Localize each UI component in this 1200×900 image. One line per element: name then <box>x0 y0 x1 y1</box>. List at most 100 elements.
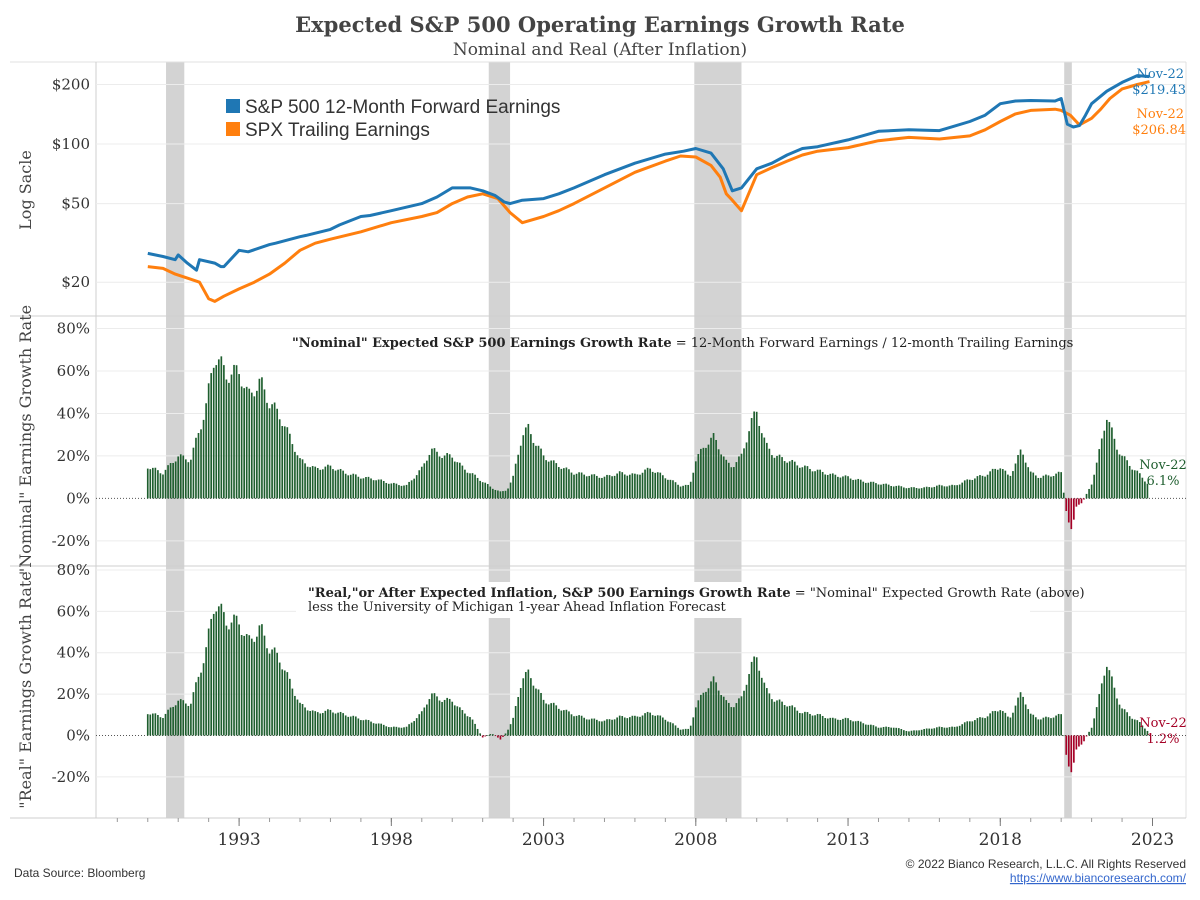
real-gridlines <box>96 569 1186 778</box>
nominal-bar <box>613 475 616 499</box>
earnings-lines <box>147 74 1150 303</box>
nominal-bar <box>190 459 192 499</box>
real-bar <box>783 705 786 736</box>
nominal-bar <box>679 486 682 499</box>
nominal-bar <box>301 459 304 499</box>
x-tick-label: 1993 <box>217 830 260 850</box>
nominal-bar <box>656 472 659 499</box>
nominal-bar <box>1098 449 1101 499</box>
real-bar <box>849 720 852 736</box>
real-bar <box>1103 675 1106 736</box>
real-bar <box>1088 731 1090 736</box>
real-bar <box>925 728 928 736</box>
earnings-y-tick-label: $50 <box>61 195 90 213</box>
nominal-bar <box>692 472 695 499</box>
nominal-bar <box>1133 470 1136 499</box>
nominal-bar <box>261 377 263 499</box>
nominal-bar <box>306 466 309 499</box>
nominal-bar <box>575 473 578 499</box>
chart-subtitle: Nominal and Real (After Inflation) <box>453 40 747 60</box>
real-bar <box>387 727 390 736</box>
nominal-bar <box>684 484 687 499</box>
nominal-bar <box>745 442 748 499</box>
nominal-bar <box>210 373 213 499</box>
nominal-bar <box>867 482 870 499</box>
real-bar <box>187 705 190 736</box>
nominal-bar <box>327 464 329 499</box>
nominal-bar <box>1100 438 1103 499</box>
real-bar <box>195 682 197 736</box>
nominal-bar <box>1042 475 1045 499</box>
nominal-bar <box>1014 463 1017 499</box>
real-bar <box>474 723 476 736</box>
nominal-bar <box>951 484 953 499</box>
real-bar <box>664 719 667 736</box>
nominal-bar <box>999 468 1002 499</box>
nominal-bar <box>479 480 481 499</box>
real-bar <box>773 701 776 736</box>
nominal-bar <box>900 486 903 499</box>
nominal-bar <box>968 479 971 499</box>
nominal-bar <box>202 419 205 499</box>
real-bar <box>717 690 720 736</box>
nominal-bar <box>420 466 423 499</box>
real-bar <box>1080 735 1083 745</box>
nominal-bar <box>245 386 248 499</box>
real-bar <box>730 707 733 736</box>
real-bar <box>837 719 839 736</box>
nominal-bar <box>375 480 377 499</box>
real-bar <box>961 724 964 736</box>
real-bar <box>839 719 842 736</box>
real-bar <box>705 691 707 736</box>
real-bar <box>289 678 291 736</box>
real-bar <box>365 719 367 736</box>
nominal-bar <box>466 472 469 499</box>
nominal-bar <box>215 365 218 499</box>
nominal-bar <box>601 477 603 499</box>
real-bar <box>631 715 634 736</box>
real-bar <box>393 726 395 736</box>
nominal-bar <box>773 457 776 499</box>
nominal-bar <box>314 466 317 499</box>
real-bar <box>248 635 251 736</box>
nominal-bar <box>1085 493 1088 499</box>
nominal-bar <box>524 427 527 499</box>
nominal-bar <box>771 455 773 499</box>
nominal-bar <box>157 470 159 499</box>
nominal-bar <box>623 474 626 499</box>
website-link[interactable]: https://www.biancoresearch.com/ <box>1010 871 1187 885</box>
data-source: Data Source: Bloomberg <box>14 866 145 880</box>
nominal-bar <box>608 475 611 499</box>
real-bar <box>618 715 621 736</box>
nominal-bar <box>1128 465 1131 499</box>
nominal-bar <box>735 462 738 499</box>
nominal-bar <box>1040 477 1042 499</box>
real-bar <box>596 719 598 736</box>
real-bar <box>999 710 1002 736</box>
nominal-bar <box>941 485 943 499</box>
nominal-bar <box>750 418 753 499</box>
nominal-bar <box>283 426 286 499</box>
nominal-bar <box>786 462 788 499</box>
nominal-bar <box>220 356 223 499</box>
nominal-bar <box>1065 498 1068 511</box>
real-bar <box>334 713 337 736</box>
nominal-bar <box>530 434 532 499</box>
nominal-bar <box>408 481 410 499</box>
nominal-end-value-label: 6.1% <box>1146 474 1179 489</box>
real-bar <box>273 647 276 736</box>
real-bar <box>727 702 730 736</box>
real-bar <box>233 614 235 736</box>
real-bar <box>332 712 334 736</box>
real-bar <box>354 716 357 736</box>
real-bar <box>1032 714 1035 736</box>
real-bar <box>646 711 649 736</box>
real-bar <box>550 703 553 736</box>
nominal-bar <box>230 374 233 499</box>
nominal-bar <box>849 478 852 499</box>
real-bar <box>692 717 695 736</box>
nominal-bar <box>603 476 606 499</box>
real-bar <box>963 722 966 736</box>
real-bar <box>1075 735 1078 750</box>
nominal-bar <box>928 487 931 499</box>
